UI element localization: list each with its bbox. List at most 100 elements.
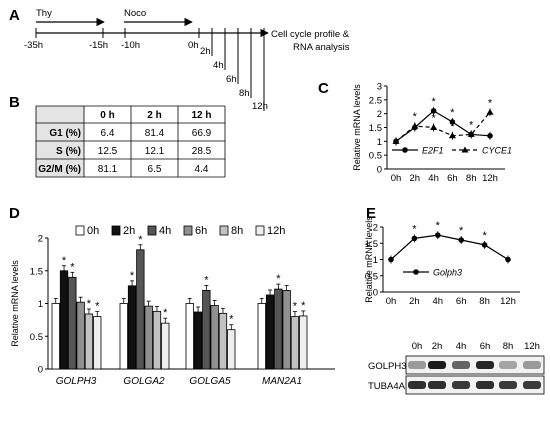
x-tick-label: 4h <box>433 296 444 307</box>
thy-label: Thy <box>36 8 52 19</box>
legend-swatch-2h <box>111 225 121 236</box>
release-label-6h: 6h <box>226 74 237 85</box>
chart-e2f1-cyce1: 0 0.5 1 1.5 2 2.5 3 Relative mRNA levels 0h 2h 4h 6… <box>352 82 512 185</box>
significance-star: * <box>450 121 455 133</box>
significance-star: * <box>459 225 464 237</box>
table-cell: 66.9 <box>192 128 212 139</box>
release-label-2h: 2h <box>200 46 211 57</box>
y-axis-label: Relative mRNA levels <box>352 84 362 171</box>
legend-label-e2f1: E2F1 <box>422 146 444 156</box>
y-tick-label: 1 <box>373 255 378 266</box>
panel-label-c: C <box>318 80 329 97</box>
table-rowhead-bg <box>36 159 84 177</box>
table-cell: 6.5 <box>148 164 162 175</box>
bar-golga5-6h <box>210 305 219 370</box>
table-header-cell: 2 h <box>147 110 161 121</box>
bar-man2a1-6h <box>282 289 291 370</box>
blot-band <box>476 381 494 389</box>
significance-star: * <box>482 230 487 242</box>
x-tick-label: 4h <box>428 173 439 184</box>
y-tick-label: 1.5 <box>30 266 43 277</box>
panel-label-b: B <box>9 94 20 111</box>
x-tick-label: 2h <box>409 296 420 307</box>
bar-golga2-8h <box>152 310 162 370</box>
table-cell: 28.5 <box>192 146 212 157</box>
table-row-label: S (%) <box>56 146 81 157</box>
x-tick-label: 0h <box>386 296 397 307</box>
panel-label-a: A <box>9 7 20 24</box>
significance-star: * <box>431 113 436 125</box>
table-cell: 12.5 <box>98 146 118 157</box>
blot-strip-golph3 <box>405 355 545 375</box>
significance-star: * <box>431 96 436 108</box>
blot-band <box>408 381 426 389</box>
blot-lane-label: 4h <box>456 341 467 352</box>
point-e2f1 <box>430 108 437 114</box>
y-tick-label: 0.5 <box>30 332 43 343</box>
bar-golph3-12h <box>93 316 102 370</box>
significance-star: * <box>70 261 75 273</box>
table-row-label: G1 (%) <box>49 128 81 139</box>
legend-swatch-12h <box>255 225 265 236</box>
table-cell: 12.1 <box>145 146 165 157</box>
release-label-0h: 0h <box>188 40 199 51</box>
gene-label: GOLGA2 <box>123 376 165 387</box>
start-label-10: -10h <box>121 40 140 51</box>
point-cyce1 <box>430 124 438 130</box>
blot-band <box>499 361 517 369</box>
blot-strip-tuba4a <box>405 375 545 395</box>
bar-golga2-6h <box>144 305 153 370</box>
y-tick-label: 0.5 <box>365 271 378 282</box>
significance-star: * <box>413 111 418 123</box>
significance-star: * <box>301 300 306 312</box>
blot-band <box>408 361 426 369</box>
point-golph3 <box>481 242 488 248</box>
point-golph3 <box>435 232 441 238</box>
y-axis-label: Relative mRNA levels <box>10 260 20 347</box>
table-cell: 81.1 <box>98 164 118 175</box>
significance-star: * <box>163 307 168 319</box>
blot-band <box>428 381 446 389</box>
significance-star: * <box>204 274 209 286</box>
legend-label-4h: 4h <box>159 225 171 237</box>
legend-swatch-8h <box>219 225 229 236</box>
series-line-e2f1 <box>395 110 491 142</box>
table-header-cell: 12 h <box>191 110 211 121</box>
release-label-4h: 4h <box>213 60 224 71</box>
noco-label: Noco <box>124 8 146 19</box>
bar-man2a1-2h <box>265 294 275 370</box>
bar-golga2-4h <box>136 249 145 370</box>
x-tick-label: 8h <box>479 296 490 307</box>
point-cyce1 <box>467 130 475 137</box>
x-tick-label: 8h <box>466 173 477 184</box>
significance-star: * <box>138 234 143 246</box>
bar-golph3-0h <box>51 303 60 370</box>
outcome-line-1: Cell cycle profile & <box>271 29 350 40</box>
bar-golga5-2h <box>193 311 203 370</box>
point-cyce1 <box>411 122 419 129</box>
cell-cycle-table: 0 h 2 h 12 h G1 (%) 6.4 81.4 66.9 S (%) 12.5 12.1… <box>35 105 226 178</box>
table-header-cell: 0 h <box>100 110 114 121</box>
panel-label-e: E <box>366 205 376 222</box>
bar-man2a1-4h <box>274 288 283 370</box>
bar-golph3-6h <box>76 301 85 370</box>
legend-label-0h: 0h <box>87 225 99 237</box>
legend-label-12h: 12h <box>267 225 285 237</box>
blot-lane-label: 12h <box>524 341 540 352</box>
x-tick-label: 0h <box>391 173 402 184</box>
series-line-cyce1 <box>395 111 491 142</box>
significance-star: * <box>87 298 92 310</box>
blot-lane-label: 0h <box>412 341 423 352</box>
significance-star: * <box>62 255 67 267</box>
y-tick-label: 1 <box>38 299 43 310</box>
significance-star: * <box>450 107 455 119</box>
significance-star: * <box>293 301 298 313</box>
x-tick-label: 12h <box>482 173 498 184</box>
significance-star: * <box>95 301 100 313</box>
legend-marker-cyce1 <box>461 146 469 153</box>
table-rowhead-bg <box>36 141 84 159</box>
blot-lane-label: 8h <box>503 341 514 352</box>
start-label-35: -35h <box>24 40 43 51</box>
blot-band <box>476 361 494 369</box>
